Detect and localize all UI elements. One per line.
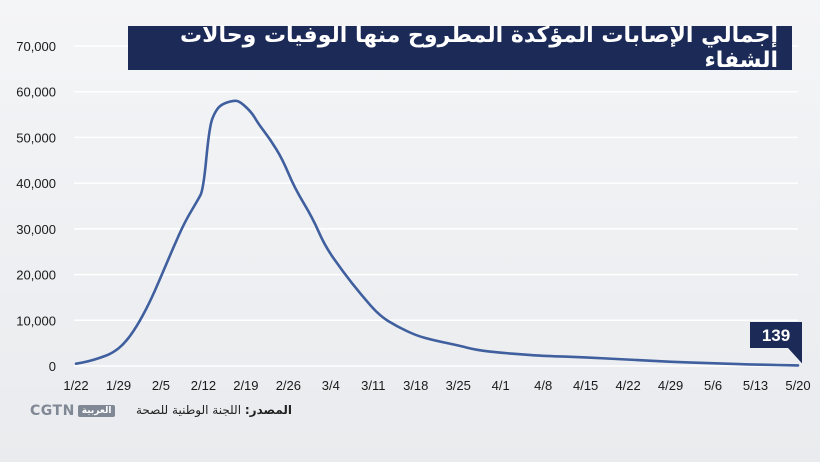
source-text: اللجنة الوطنية للصحة: [136, 403, 242, 417]
y-tick-label: 50,000: [16, 130, 56, 145]
source-label: المصدر:: [244, 403, 292, 417]
chart-title-banner: إجمالي الإصابات المؤكدة المطروح منها الو…: [128, 23, 792, 73]
x-tick-label: 4/15: [573, 378, 598, 393]
x-tick-label: 1/29: [106, 378, 131, 393]
x-tick-label: 3/11: [361, 378, 385, 393]
series-line: [74, 99, 800, 367]
x-tick-label: 4/22: [615, 378, 640, 393]
x-tick-label: 3/25: [446, 378, 471, 393]
y-tick-label: 30,000: [16, 222, 56, 237]
callout-pointer: [788, 348, 802, 364]
callout-box: [750, 322, 802, 348]
x-tick-label: 4/29: [658, 378, 683, 393]
callout-value: 139: [762, 326, 790, 345]
x-axis: 1/22 1/29 2/5 2/12 2/19 2/26 3/4 3/11 3/18 3/25 4/…: [63, 378, 810, 393]
end-value-callout: 139: [750, 322, 802, 364]
x-tick-label: 3/4: [322, 378, 340, 393]
footer: CGTN العربية: [30, 400, 116, 422]
x-tick-label: 5/6: [704, 378, 722, 393]
x-tick-label: 5/13: [743, 378, 768, 393]
x-tick-label: 2/26: [276, 378, 301, 393]
x-tick-label: 2/19: [233, 378, 258, 393]
x-tick-label: 5/20: [785, 378, 810, 393]
y-tick-label: 60,000: [16, 85, 56, 100]
x-tick-label: 4/8: [534, 378, 552, 393]
cgtn-logo-text: CGTN: [30, 403, 75, 419]
cgtn-logo: CGTN العربية: [30, 403, 116, 419]
y-tick-label: 70,000: [16, 39, 56, 54]
source-credit: المصدر: اللجنة الوطنية للصحة: [136, 403, 292, 417]
cgtn-logo-arabic: العربية: [77, 405, 116, 417]
series-group: [74, 99, 800, 367]
y-tick-label: 20,000: [16, 268, 56, 283]
y-tick-label: 40,000: [16, 176, 56, 191]
x-tick-label: 1/22: [63, 378, 88, 393]
y-axis: 0 10,000 20,000 30,000 40,000 50,000 60,000 70,…: [16, 39, 56, 374]
x-tick-label: 2/5: [152, 378, 170, 393]
x-tick-label: 3/18: [403, 378, 428, 393]
x-tick-label: 2/12: [191, 378, 216, 393]
y-tick-label: 0: [49, 359, 56, 374]
chart-title: إجمالي الإصابات المؤكدة المطروح منها الو…: [180, 23, 778, 73]
gridlines: [74, 45, 798, 367]
x-tick-label: 4/1: [492, 378, 510, 393]
y-tick-label: 10,000: [16, 313, 56, 328]
